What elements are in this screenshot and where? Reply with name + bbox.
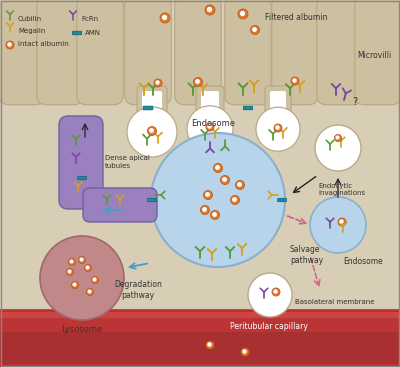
Circle shape (200, 206, 210, 214)
FancyBboxPatch shape (78, 176, 86, 180)
FancyBboxPatch shape (37, 0, 83, 105)
Text: Microvilli: Microvilli (357, 51, 391, 59)
Circle shape (248, 273, 292, 317)
Circle shape (334, 134, 342, 142)
Circle shape (205, 5, 215, 15)
Circle shape (315, 125, 361, 171)
FancyBboxPatch shape (125, 0, 171, 105)
Text: Endosome: Endosome (343, 257, 383, 266)
Circle shape (127, 107, 177, 157)
FancyBboxPatch shape (83, 188, 157, 222)
FancyBboxPatch shape (0, 312, 400, 332)
Circle shape (210, 211, 220, 219)
FancyBboxPatch shape (137, 86, 167, 146)
Circle shape (151, 133, 285, 267)
Circle shape (6, 41, 14, 49)
Circle shape (241, 348, 249, 356)
Circle shape (310, 197, 366, 253)
Circle shape (236, 181, 244, 189)
Circle shape (84, 265, 92, 272)
Circle shape (338, 218, 346, 226)
Circle shape (148, 127, 156, 135)
Circle shape (238, 9, 248, 19)
FancyBboxPatch shape (59, 116, 103, 209)
FancyBboxPatch shape (225, 0, 271, 105)
FancyBboxPatch shape (142, 91, 162, 143)
FancyBboxPatch shape (272, 0, 318, 105)
Text: Endocytic
invaginations: Endocytic invaginations (318, 183, 365, 196)
Text: Degradation
pathway: Degradation pathway (114, 280, 162, 300)
Circle shape (194, 77, 202, 87)
Circle shape (214, 164, 222, 172)
FancyBboxPatch shape (0, 312, 400, 318)
FancyBboxPatch shape (243, 106, 253, 110)
Circle shape (72, 281, 78, 288)
Text: Peritubular capillary: Peritubular capillary (230, 322, 308, 331)
Text: FcRn: FcRn (81, 16, 98, 22)
Circle shape (160, 13, 170, 23)
Text: AMN: AMN (85, 30, 101, 36)
FancyBboxPatch shape (270, 91, 286, 139)
FancyBboxPatch shape (0, 310, 400, 367)
Circle shape (220, 175, 230, 185)
Circle shape (86, 288, 94, 295)
Circle shape (272, 288, 280, 296)
Circle shape (291, 77, 299, 85)
FancyBboxPatch shape (0, 0, 45, 105)
FancyBboxPatch shape (317, 0, 363, 105)
Text: Intact albumin: Intact albumin (18, 41, 69, 47)
FancyBboxPatch shape (355, 0, 400, 105)
Circle shape (206, 123, 214, 131)
Text: ?: ? (352, 97, 357, 107)
Text: Salvage
pathway: Salvage pathway (290, 245, 323, 265)
FancyBboxPatch shape (265, 86, 291, 142)
Text: Dense apical
tubules: Dense apical tubules (105, 155, 150, 168)
FancyBboxPatch shape (175, 0, 221, 105)
FancyBboxPatch shape (278, 198, 286, 202)
Circle shape (66, 269, 74, 276)
Circle shape (274, 124, 282, 132)
FancyBboxPatch shape (148, 198, 156, 202)
Circle shape (187, 106, 233, 152)
FancyBboxPatch shape (0, 0, 400, 310)
Circle shape (204, 190, 212, 200)
FancyBboxPatch shape (72, 31, 82, 35)
FancyBboxPatch shape (201, 91, 219, 139)
FancyBboxPatch shape (77, 0, 123, 105)
Text: Filtered albumin: Filtered albumin (265, 14, 327, 22)
FancyBboxPatch shape (143, 106, 153, 110)
Circle shape (256, 107, 300, 151)
Text: Lysosome: Lysosome (61, 325, 103, 334)
Circle shape (78, 257, 86, 264)
Circle shape (68, 258, 76, 265)
Circle shape (154, 79, 162, 87)
Circle shape (92, 276, 98, 283)
Circle shape (250, 25, 260, 34)
Text: Megalin: Megalin (18, 28, 45, 34)
FancyBboxPatch shape (196, 86, 224, 142)
Circle shape (40, 236, 124, 320)
Circle shape (206, 341, 214, 349)
Circle shape (230, 196, 240, 204)
Text: Basolateral membrane: Basolateral membrane (295, 299, 374, 305)
Text: Cubilin: Cubilin (18, 16, 42, 22)
Text: Endosome: Endosome (191, 119, 235, 128)
